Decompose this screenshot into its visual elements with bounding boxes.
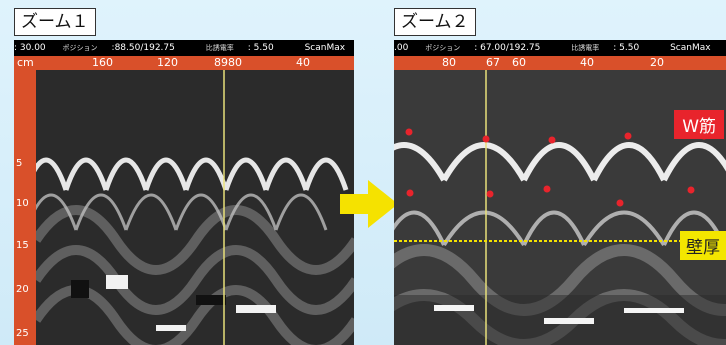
position-label: ポジション xyxy=(425,44,461,52)
permittivity-label: 比誘電率 xyxy=(571,44,600,52)
ruler-tick-label: 80 xyxy=(442,56,456,69)
zoom1-top-ruler: cm 160 120 8980 40 xyxy=(14,56,354,70)
ruler-tick-label: 40 xyxy=(296,56,310,69)
ruler-tick-label: 8980 xyxy=(214,56,242,69)
zoom1-status-bar: : 30.00 ポジション :88.50/192.75 比誘電率 : 5.50 Sc… xyxy=(14,40,354,56)
position-label: ポジション xyxy=(62,44,98,52)
position-value: :88.50/192.75 xyxy=(111,43,175,53)
zoom2-radar-image xyxy=(394,70,726,345)
depth-tick-label: 5 xyxy=(16,158,23,169)
zoom1-radar-image xyxy=(36,70,354,345)
right-arrow-icon xyxy=(340,180,398,228)
ruler-tick-label: 20 xyxy=(650,56,664,69)
wall-thickness-label: 壁厚 xyxy=(680,231,726,260)
brand-name: ScanMax xyxy=(670,43,711,53)
zoom2-top-ruler: 80 67 60 40 20 xyxy=(394,56,726,70)
depth-tick-label: 10 xyxy=(16,198,29,209)
ruler-tick-label: 67 xyxy=(486,56,500,69)
status-depth: .00 xyxy=(394,43,409,53)
ruler-tick-label: 60 xyxy=(512,56,526,69)
ruler-tick-label: 160 xyxy=(92,56,113,69)
ruler-tick-label: 120 xyxy=(157,56,178,69)
status-depth: : 30.00 xyxy=(14,43,46,53)
brand-name: ScanMax xyxy=(304,43,346,53)
zoom1-depth-ruler: 5 10 15 20 25 xyxy=(14,70,36,345)
zoom2-scan-view: .00 ポジション : 67.00/192.75 比誘電率 : 5.50 ScanM… xyxy=(394,40,726,345)
position-value: : 67.00/192.75 xyxy=(474,43,541,53)
zoom2-label: ズーム２ xyxy=(394,8,476,36)
ruler-unit: cm xyxy=(17,56,34,69)
permittivity-label: 比誘電率 xyxy=(205,44,234,52)
w-rebar-label: W筋 xyxy=(674,110,724,139)
ruler-tick-label: 40 xyxy=(580,56,594,69)
zoom1-label: ズーム１ xyxy=(14,8,96,36)
permittivity-value: : 5.50 xyxy=(613,43,640,53)
zoom1-scan-view: : 30.00 ポジション :88.50/192.75 比誘電率 : 5.50 Sc… xyxy=(14,40,354,345)
permittivity-value: : 5.50 xyxy=(247,43,274,53)
depth-tick-label: 15 xyxy=(16,240,29,251)
depth-tick-label: 25 xyxy=(16,328,29,339)
depth-tick-label: 20 xyxy=(16,284,29,295)
zoom2-status-bar: .00 ポジション : 67.00/192.75 比誘電率 : 5.50 ScanM… xyxy=(394,40,726,56)
